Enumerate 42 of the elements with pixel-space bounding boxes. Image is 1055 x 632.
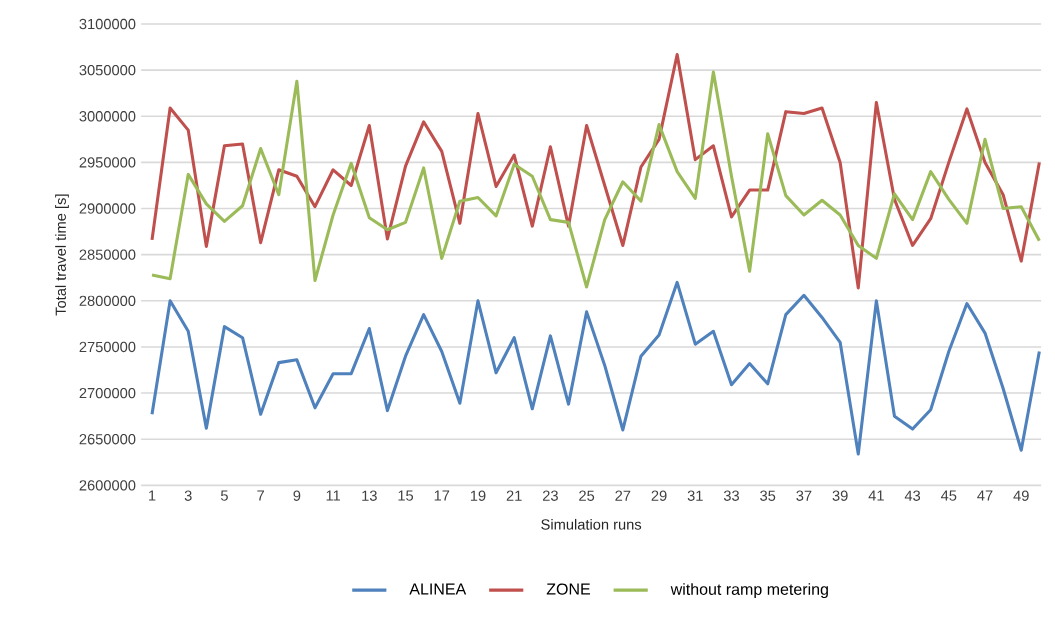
y-tick-label: 2850000 [79, 249, 136, 260]
y-tick-label: 2900000 [79, 203, 136, 214]
x-tick-label: 13 [362, 490, 377, 501]
x-tick-label: 29 [651, 490, 667, 501]
x-tick-label: 47 [977, 490, 993, 501]
legend-label: without ramp metering [670, 583, 828, 599]
x-tick-label: 35 [760, 490, 776, 501]
legend-label: ZONE [546, 583, 590, 595]
x-tick-label: 27 [615, 490, 631, 501]
x-tick-label: 19 [470, 490, 486, 501]
x-tick-label: 39 [832, 490, 848, 501]
x-tick-label: 7 [257, 490, 264, 501]
x-tick-label: 11 [326, 490, 340, 501]
legend-label: ALINEA [409, 583, 467, 595]
x-tick-label: 49 [1013, 490, 1029, 501]
y-tick-label: 3000000 [79, 111, 136, 122]
x-tick-label: 21 [506, 490, 522, 501]
line-series [150, 280, 1041, 456]
x-tick-label: 33 [723, 490, 739, 501]
y-tick-label: 2950000 [79, 157, 136, 168]
x-tick-label: 17 [434, 490, 450, 501]
x-tick-label: 3 [184, 490, 192, 501]
y-tick-label: 2600000 [79, 480, 136, 491]
x-tick-label: 9 [293, 490, 301, 501]
y-tick-label: 3050000 [79, 64, 136, 76]
y-tick-label: 2700000 [79, 387, 136, 399]
x-tick-label: 23 [542, 490, 558, 501]
y-tick-label: 2650000 [79, 434, 136, 445]
x-tick-label: 37 [796, 490, 812, 501]
y-axis-title: Total travel time [s] [55, 194, 69, 316]
x-tick-label: 45 [940, 490, 957, 501]
y-tick-label: 3100000 [79, 18, 136, 30]
y-tick-label: 2750000 [79, 341, 136, 353]
x-axis-title: Simulation runs [541, 518, 642, 530]
x-tick-label: 1 [149, 490, 156, 501]
x-tick-label: 25 [579, 490, 595, 501]
x-tick-label: 5 [220, 490, 228, 501]
x-tick-label: 41 [868, 490, 884, 501]
x-tick-label: 15 [398, 490, 414, 501]
x-tick-label: 31 [687, 490, 703, 501]
y-tick-label: 2800000 [79, 295, 136, 306]
x-tick-label: 43 [904, 490, 921, 501]
